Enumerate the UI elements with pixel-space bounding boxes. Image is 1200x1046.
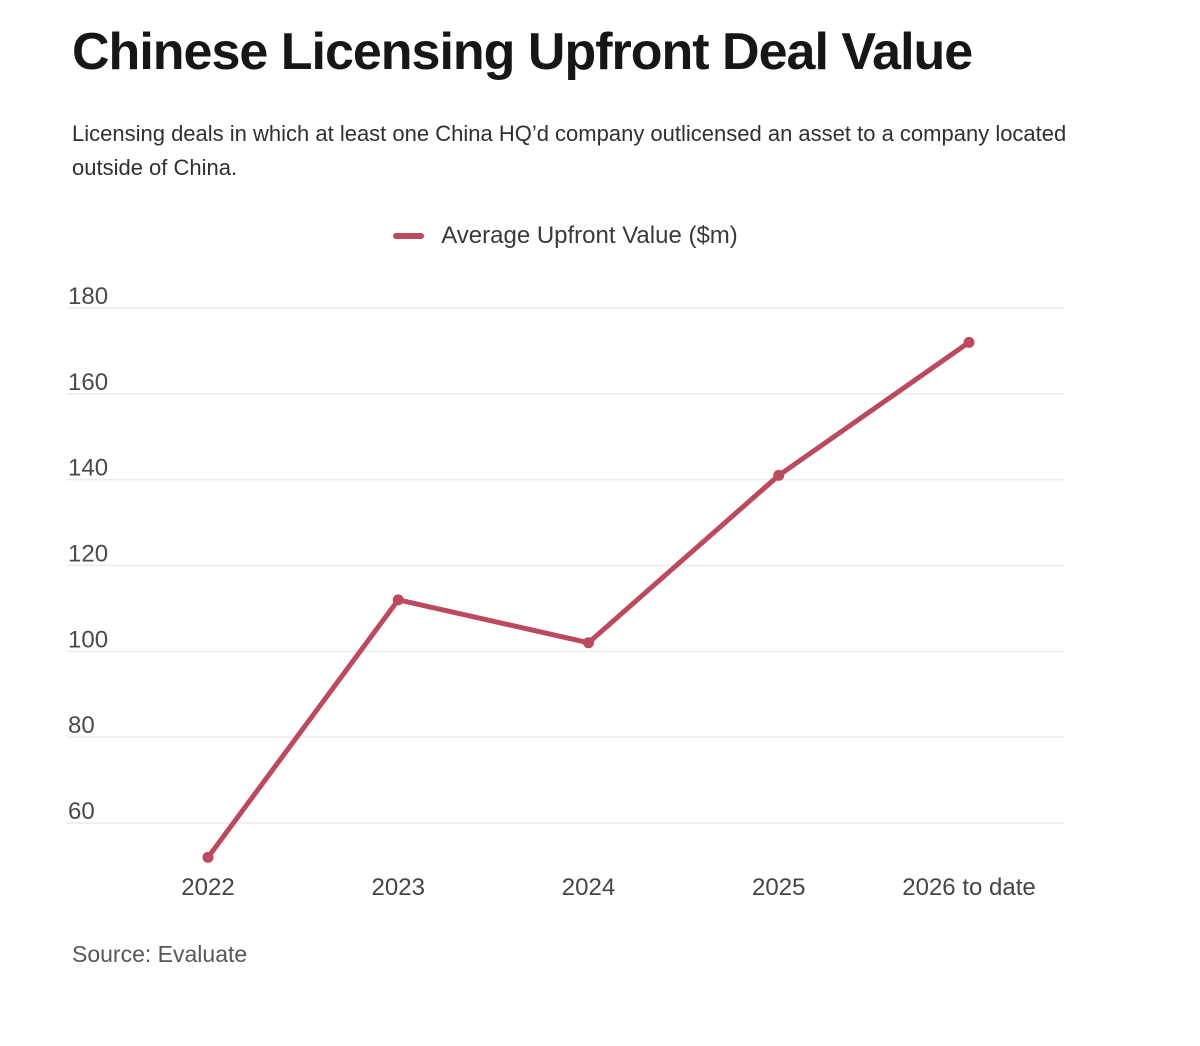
y-tick-label: 60 [68, 798, 95, 825]
page-title: Chinese Licensing Upfront Deal Value [72, 23, 973, 81]
y-tick-label: 160 [68, 369, 108, 396]
chart-subtitle: Licensing deals in which at least one Ch… [72, 121, 1067, 180]
x-tick-label: 2022 [181, 874, 234, 901]
data-line [205, 339, 972, 860]
data-point [773, 469, 785, 481]
legend-label: Average Upfront Value ($m) [441, 222, 738, 249]
y-tick-label: 100 [68, 626, 108, 653]
source-note: Source: Evaluate [72, 941, 248, 967]
x-tick-label: 2025 [752, 874, 805, 901]
y-tick-label: 180 [68, 283, 108, 310]
data-point [202, 851, 214, 863]
y-tick-label: 120 [68, 541, 108, 568]
y-tick-label: 80 [68, 712, 95, 739]
data-point [583, 637, 594, 649]
x-tick-label: 2026 to date [902, 874, 1035, 901]
line-chart: 60 80 100 120 140 160 180 2022 2023 2024 2025 2026 … [67, 283, 1064, 901]
data-point [392, 594, 404, 606]
chart-legend: Average Upfront Value ($m) [67, 218, 1064, 254]
x-tick-label: 2023 [372, 874, 425, 901]
y-tick-label: 140 [68, 455, 108, 482]
legend-line-marker [393, 233, 425, 239]
x-tick-label: 2024 [562, 874, 615, 901]
data-point [963, 336, 975, 348]
